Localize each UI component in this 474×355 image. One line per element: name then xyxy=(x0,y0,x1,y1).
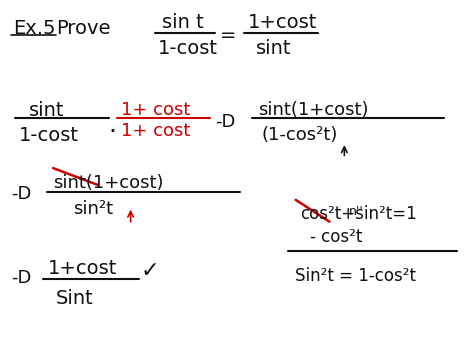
Text: ✓: ✓ xyxy=(141,261,159,282)
Text: -D: -D xyxy=(11,269,32,287)
Text: cos²t+sin²t=1: cos²t+sin²t=1 xyxy=(300,205,416,223)
Text: 1+cost: 1+cost xyxy=(248,13,317,32)
Text: -D: -D xyxy=(11,185,32,203)
Text: Ex.5: Ex.5 xyxy=(13,19,56,38)
Text: sint: sint xyxy=(256,39,292,58)
Text: -D: -D xyxy=(215,113,236,131)
Text: sint(1+cost): sint(1+cost) xyxy=(53,174,164,192)
Text: .: . xyxy=(109,113,117,137)
Text: Sint: Sint xyxy=(56,289,94,308)
Text: 1+ cost: 1+ cost xyxy=(121,100,190,119)
Text: (1-cos²t): (1-cos²t) xyxy=(262,126,338,144)
Text: - cos²t: - cos²t xyxy=(310,228,362,246)
Text: 1-cost: 1-cost xyxy=(19,126,79,146)
Text: sin²t: sin²t xyxy=(73,200,113,218)
Text: sint(1+cost): sint(1+cost) xyxy=(258,100,368,119)
Text: =: = xyxy=(220,26,237,45)
Text: sint: sint xyxy=(29,100,65,120)
Text: sin t: sin t xyxy=(163,13,204,32)
Text: 1+ cost: 1+ cost xyxy=(121,122,190,141)
Text: Prove: Prove xyxy=(56,19,110,38)
Text: 1+cost: 1+cost xyxy=(48,260,118,278)
Text: 1-cost: 1-cost xyxy=(157,39,218,58)
Text: Sin²t = 1-cos²t: Sin²t = 1-cos²t xyxy=(295,267,416,285)
Text: n'': n'' xyxy=(349,205,364,218)
